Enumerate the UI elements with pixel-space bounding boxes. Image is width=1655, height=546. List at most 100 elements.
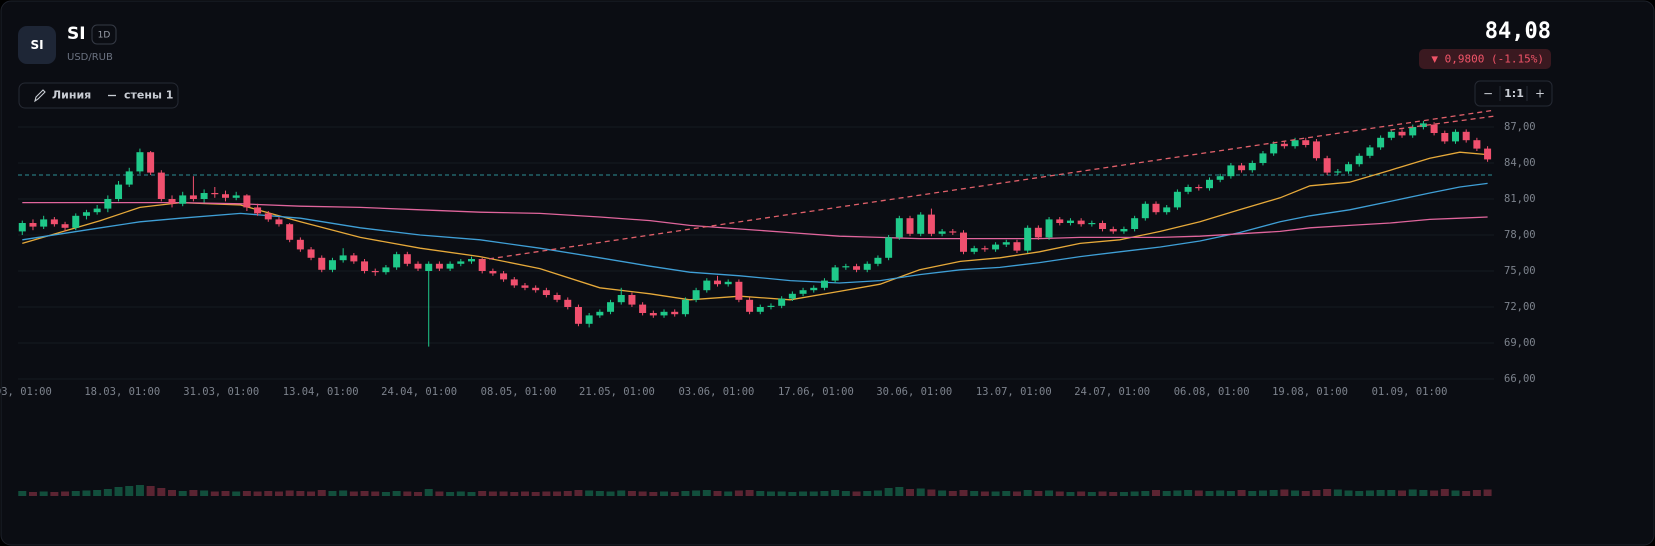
candle-body — [371, 271, 379, 273]
volume-bar — [627, 491, 636, 496]
volume-bar — [938, 490, 947, 496]
zoom-control — [1474, 80, 1553, 107]
candle-body — [275, 219, 283, 225]
volume-bar — [200, 490, 209, 496]
pencil-icon — [34, 89, 46, 103]
x-tick-label: 30.06, 01:00 — [876, 386, 952, 398]
candle-body — [104, 199, 112, 209]
y-tick-label: 66,00 — [1504, 373, 1536, 385]
candle-body — [1248, 163, 1256, 171]
candle-body — [318, 257, 326, 270]
volume-bar — [542, 491, 551, 496]
volume-bar — [1312, 490, 1321, 496]
volume-bar — [1376, 490, 1385, 496]
volume-bar — [253, 491, 262, 496]
candle-body — [286, 224, 294, 240]
candle-body — [328, 260, 336, 270]
volume-bar — [970, 491, 979, 496]
candle-body — [157, 172, 165, 199]
volume-bar — [296, 491, 305, 496]
x-tick-label: 19.08, 01:00 — [1272, 386, 1348, 398]
zoom-reset[interactable]: 1:1 — [1504, 87, 1524, 100]
volume-bar — [1077, 491, 1086, 496]
volume-bar — [574, 490, 583, 496]
candle-body — [425, 263, 433, 271]
moving-average — [22, 182, 1488, 284]
volume-bar — [61, 491, 70, 496]
candle-body — [1013, 242, 1021, 251]
candle-body — [917, 214, 925, 234]
volume-bar — [916, 488, 925, 496]
volume-bar — [745, 490, 754, 496]
candle-body — [18, 223, 26, 232]
volume-bar — [895, 487, 904, 496]
candle-body — [585, 315, 593, 324]
candle-body — [1056, 219, 1064, 223]
interval-badge — [91, 24, 117, 45]
volume-bar — [168, 490, 177, 496]
volume-bar — [1141, 491, 1150, 496]
candle-body — [1430, 124, 1438, 133]
volume-bar — [349, 491, 358, 496]
volume-bar — [1237, 490, 1246, 496]
volume-bar — [381, 492, 390, 496]
volume-bar — [274, 491, 283, 496]
candle-body — [671, 311, 679, 315]
candle-body — [1077, 220, 1085, 225]
volume-bar — [1205, 491, 1214, 496]
candle-body — [243, 195, 251, 208]
volume-bar — [285, 490, 294, 496]
volume-bar — [1066, 492, 1075, 496]
volume-bar — [692, 490, 701, 496]
candle-body — [136, 152, 144, 172]
candle-body — [189, 195, 197, 199]
volume-bar — [446, 492, 455, 496]
volume-bar — [670, 492, 679, 496]
volume-bar — [1344, 490, 1353, 496]
candle-body — [1323, 158, 1331, 173]
zoom-out[interactable]: − — [1483, 87, 1493, 101]
interval: 1D — [98, 31, 111, 41]
candle-body — [40, 219, 48, 227]
change-badge — [1419, 49, 1551, 69]
candle-body — [649, 313, 657, 316]
candle-body — [467, 259, 475, 262]
symbol-title: SI — [67, 24, 86, 44]
volume-bar — [980, 491, 989, 496]
y-tick-label: 69,00 — [1504, 337, 1536, 349]
candle-body — [949, 231, 957, 233]
volume-bar — [852, 491, 861, 496]
zoom-in[interactable]: + — [1535, 87, 1545, 101]
volume-bar — [1098, 491, 1107, 496]
volume-bar — [157, 488, 166, 496]
candle-body — [927, 214, 935, 234]
candle-body — [489, 271, 497, 274]
candle-body — [446, 263, 454, 269]
volume-bar — [93, 490, 102, 496]
volume-bar — [221, 491, 230, 496]
candle-body — [1462, 131, 1470, 141]
volume-bar — [702, 490, 711, 496]
tool-walls[interactable]: стены 1 — [124, 89, 173, 102]
volume-bar — [1398, 490, 1407, 496]
volume-bar — [103, 489, 112, 496]
moving-average — [22, 151, 1488, 301]
volume-bar — [114, 487, 123, 496]
candle-body — [510, 279, 518, 286]
candle-body — [1387, 131, 1395, 138]
candle-body — [778, 298, 786, 306]
volume-bar — [906, 489, 915, 496]
tool-line[interactable]: Линия — [52, 89, 91, 102]
volume-bar — [1323, 489, 1332, 496]
volume-bar — [1152, 490, 1161, 496]
candle-body — [403, 254, 411, 264]
volume-bar — [1408, 489, 1417, 496]
volume-bar — [135, 485, 144, 496]
x-tick-label: 13.04, 01:00 — [283, 386, 359, 398]
candle-body — [1152, 203, 1160, 213]
candle-body — [1088, 223, 1096, 225]
volume-bar — [1291, 490, 1300, 496]
candle-body — [307, 249, 315, 258]
candle-body — [393, 254, 401, 268]
